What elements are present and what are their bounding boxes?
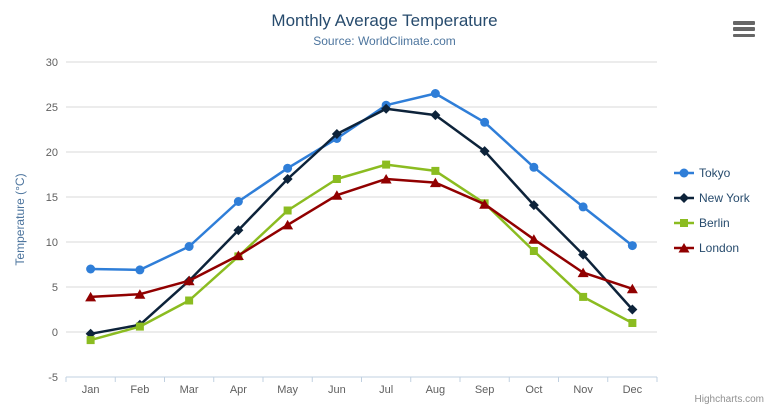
data-point-london[interactable]: [528, 234, 540, 244]
data-point-new-york[interactable]: [331, 129, 342, 139]
legend-label: London: [699, 240, 740, 255]
series-line-tokyo: [89, 92, 634, 272]
data-point-berlin[interactable]: [382, 160, 391, 169]
y-axis-label: 0: [52, 327, 58, 339]
data-point-new-york[interactable]: [381, 103, 392, 114]
y-axis-label: -5: [48, 372, 58, 384]
data-point-london[interactable]: [282, 219, 294, 230]
legend-item-tokyo[interactable]: Tokyo: [674, 166, 750, 180]
data-point-berlin[interactable]: [431, 166, 440, 175]
x-axis-label: Sep: [475, 384, 495, 396]
data-point-new-york[interactable]: [282, 174, 293, 184]
legend-item-berlin[interactable]: Berlin: [674, 216, 750, 230]
data-point-new-york[interactable]: [578, 249, 589, 260]
legend-item-london[interactable]: London: [674, 241, 750, 255]
data-point-london[interactable]: [183, 275, 195, 286]
data-point-berlin[interactable]: [579, 292, 588, 301]
data-point-new-york[interactable]: [430, 110, 441, 121]
series-line-new-york: [89, 107, 634, 336]
data-point-berlin[interactable]: [135, 322, 144, 331]
data-point-tokyo[interactable]: [184, 242, 194, 251]
berlin-series-marker-icon: [674, 218, 694, 227]
y-axis-label: 30: [46, 57, 58, 69]
data-point-tokyo[interactable]: [86, 264, 96, 274]
data-point-london[interactable]: [380, 174, 392, 184]
data-point-new-york[interactable]: [233, 225, 244, 236]
chart-title: Monthly Average Temperature: [271, 11, 498, 30]
highcharts-credit-link[interactable]: Highcharts.com: [694, 394, 764, 405]
data-point-berlin[interactable]: [529, 247, 538, 255]
legend-label: Berlin: [699, 215, 730, 230]
x-axis-label: Dec: [623, 384, 643, 396]
data-point-london[interactable]: [479, 199, 491, 209]
x-axis-label: Jan: [82, 384, 100, 396]
legend-label: New York: [699, 190, 750, 205]
data-point-london[interactable]: [331, 190, 343, 200]
x-axis-label: Jul: [379, 384, 393, 396]
legend-label: Tokyo: [699, 165, 731, 180]
data-point-london[interactable]: [232, 250, 244, 261]
legend: Tokyo New York Berlin London: [674, 160, 750, 260]
new-york-series-marker-icon: [674, 192, 694, 203]
data-point-berlin[interactable]: [86, 336, 95, 345]
data-point-tokyo[interactable]: [627, 241, 637, 251]
data-point-london[interactable]: [134, 289, 146, 299]
x-axis-label: Nov: [573, 384, 593, 396]
data-point-berlin[interactable]: [628, 319, 637, 327]
y-axis-label: 15: [46, 192, 58, 204]
legend-item-new-york[interactable]: New York: [674, 191, 750, 205]
x-axis-label: May: [277, 384, 298, 396]
data-point-tokyo[interactable]: [480, 117, 490, 127]
data-point-tokyo[interactable]: [135, 265, 145, 275]
data-point-berlin[interactable]: [283, 206, 292, 215]
data-point-london[interactable]: [429, 177, 441, 188]
data-point-tokyo[interactable]: [578, 202, 588, 212]
hamburger-icon: [733, 21, 757, 37]
series-line-london: [89, 177, 634, 299]
data-point-tokyo[interactable]: [233, 197, 243, 206]
export-menu-button[interactable]: [733, 20, 757, 38]
data-point-new-york[interactable]: [528, 200, 539, 211]
y-axis-label: 25: [46, 102, 58, 114]
tokyo-series-marker-icon: [674, 168, 694, 177]
x-axis-label: Aug: [426, 384, 446, 396]
chart-subtitle: Source: WorldClimate.com: [313, 34, 456, 48]
data-point-london[interactable]: [85, 291, 97, 302]
data-point-berlin[interactable]: [185, 296, 194, 305]
data-point-berlin[interactable]: [332, 175, 341, 183]
y-axis-label: 20: [46, 147, 58, 159]
data-point-tokyo[interactable]: [283, 163, 293, 173]
x-axis-label: Apr: [230, 384, 247, 396]
london-series-marker-icon: [674, 242, 694, 252]
data-point-new-york[interactable]: [627, 304, 638, 315]
data-point-tokyo[interactable]: [430, 89, 440, 98]
x-axis-label: Jun: [328, 384, 346, 396]
series-line-berlin: [89, 163, 634, 342]
data-point-london[interactable]: [577, 267, 589, 278]
data-point-new-york[interactable]: [479, 146, 490, 157]
data-point-london[interactable]: [626, 283, 638, 294]
y-axis-label: 10: [46, 237, 58, 249]
y-axis-label: 5: [52, 282, 58, 294]
data-point-tokyo[interactable]: [529, 162, 539, 172]
x-axis-label: Mar: [180, 384, 199, 396]
x-axis-label: Feb: [130, 384, 149, 396]
hamburger-bar: [733, 33, 755, 37]
x-axis-label: Oct: [525, 384, 542, 396]
hamburger-bar: [733, 27, 755, 31]
y-axis-title: Temperature (°C): [13, 173, 27, 265]
hamburger-bar: [733, 21, 755, 25]
